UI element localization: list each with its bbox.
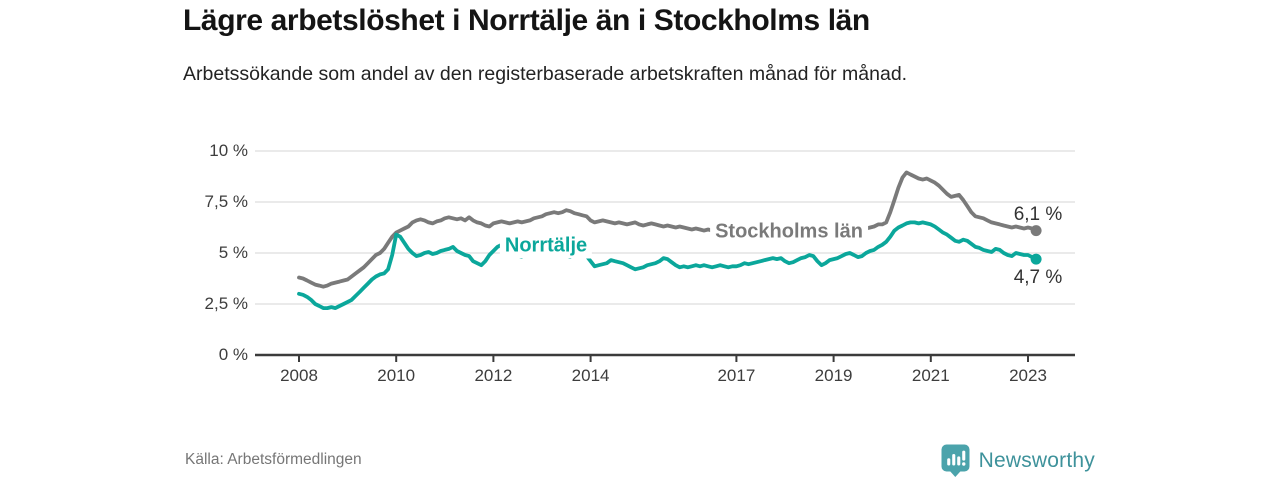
series-end-dots <box>1030 225 1042 265</box>
y-tick-label: 5 % <box>218 243 248 262</box>
x-axis-ticks <box>298 355 1029 362</box>
x-tick-label: 2021 <box>911 366 950 385</box>
newsworthy-brand: Newsworthy <box>941 444 1095 478</box>
end-value-label-norrtalje: 4,7 % <box>1013 267 1063 288</box>
newsworthy-logo-icon <box>941 444 970 477</box>
chart-title: Lägre arbetslöshet i Norrtälje än i Stoc… <box>183 4 870 37</box>
x-tick-label: 2017 <box>717 366 756 385</box>
series-label-stockholms-lan: Stockholms län <box>710 219 868 245</box>
x-tick-label: 2010 <box>377 366 416 385</box>
x-tick-label: 2023 <box>1009 366 1047 385</box>
x-tick-label: 2012 <box>474 366 513 385</box>
y-tick-label: 10 % <box>209 141 248 160</box>
gridlines <box>255 150 1075 357</box>
line-stockholms-l-n <box>297 170 1038 289</box>
chart-subtitle: Arbetssökande som andel av den registerb… <box>183 63 908 85</box>
y-tick-label: 7,5 % <box>204 192 248 211</box>
end-dot <box>1030 253 1042 265</box>
series-lines <box>297 170 1038 311</box>
line-norrt-lje <box>297 220 1038 311</box>
end-dot <box>1030 225 1042 237</box>
brand-name: Newsworthy <box>978 449 1095 472</box>
y-tick-label: 2,5 % <box>204 294 248 313</box>
x-tick-label: 2008 <box>280 366 318 385</box>
x-tick-label: 2019 <box>814 366 853 385</box>
source-note: Källa: Arbetsförmedlingen <box>185 451 362 468</box>
x-tick-label: 2014 <box>571 366 610 385</box>
speech-bubble-shape <box>941 444 970 477</box>
series-label-norrtalje: Norrtälje <box>499 233 593 259</box>
y-tick-label: 0 % <box>218 345 248 364</box>
end-value-label-stockholms-lan: 6,1 % <box>1013 204 1063 225</box>
